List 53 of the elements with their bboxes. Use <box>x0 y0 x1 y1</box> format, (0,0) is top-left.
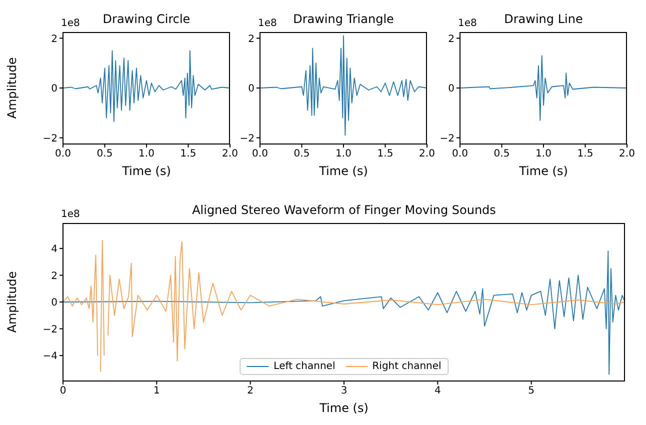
chart-title: Drawing Triangle <box>293 12 394 26</box>
chart-title: Drawing Line <box>504 12 583 26</box>
legend-label: Left channel <box>274 361 336 372</box>
legend-label: Right channel <box>372 361 442 372</box>
x-tick-label: 1 <box>153 386 160 397</box>
y-tick-label: 0 <box>51 298 58 309</box>
y-tick-label: 0 <box>248 84 254 95</box>
x-tick-label: 2.0 <box>619 148 635 160</box>
line-series <box>260 35 427 136</box>
x-tick-label: 4 <box>434 386 441 397</box>
y-tick-label: 2 <box>51 34 58 45</box>
y-axis-title: Amplitude <box>5 271 19 333</box>
x-axis-title: Time (s) <box>121 164 172 178</box>
x-axis-title: Time (s) <box>518 164 569 178</box>
chart-title: Drawing Circle <box>102 12 190 26</box>
x-tick-label: 2.0 <box>419 148 435 160</box>
line-series <box>63 50 230 122</box>
y-tick-label: 4 <box>51 244 58 255</box>
x-tick-label: 1.5 <box>180 148 196 160</box>
x-tick-label: 5 <box>528 386 535 397</box>
x-tick-label: 1.5 <box>577 148 594 160</box>
x-tick-label: 1.0 <box>336 148 352 160</box>
y-axis-title: Amplitude <box>5 57 19 119</box>
y-tick-label: 0 <box>448 84 454 95</box>
y-tick-label: −2 <box>42 133 58 144</box>
y-tick-label: 2 <box>448 34 454 45</box>
x-tick-label: 1.5 <box>377 148 394 160</box>
text: 1e8 <box>61 18 80 29</box>
x-tick-label: 2.0 <box>222 148 238 160</box>
x-tick-label: 0.0 <box>452 148 468 160</box>
x-tick-label: 0.0 <box>252 148 268 160</box>
y-tick-label: −2 <box>440 133 454 144</box>
x-axis-title: Time (s) <box>318 164 369 178</box>
chart-title: Aligned Stereo Waveform of Finger Moving Sounds <box>192 203 496 217</box>
text: 1e8 <box>61 209 80 220</box>
y-tick-label: 2 <box>51 270 58 282</box>
x-tick-label: 0.0 <box>55 148 71 160</box>
x-tick-label: 0 <box>60 386 66 397</box>
x-tick-label: 0.5 <box>294 148 310 160</box>
y-tick-label: −2 <box>240 133 254 144</box>
y-tick-label: 0 <box>51 84 58 95</box>
x-tick-label: 1.0 <box>536 148 552 160</box>
y-tick-label: −4 <box>42 351 58 362</box>
x-tick-label: 1.0 <box>138 148 154 160</box>
x-tick-label: 0.5 <box>494 148 510 160</box>
x-tick-label: 3 <box>340 386 348 397</box>
y-tick-label: −2 <box>42 324 58 336</box>
text: 1e8 <box>258 18 277 29</box>
text: 1e8 <box>458 18 477 29</box>
y-tick-label: 2 <box>248 34 254 45</box>
x-tick-label: 0.5 <box>96 148 113 160</box>
line-series <box>460 55 627 121</box>
x-axis-title: Time (s) <box>318 401 370 415</box>
